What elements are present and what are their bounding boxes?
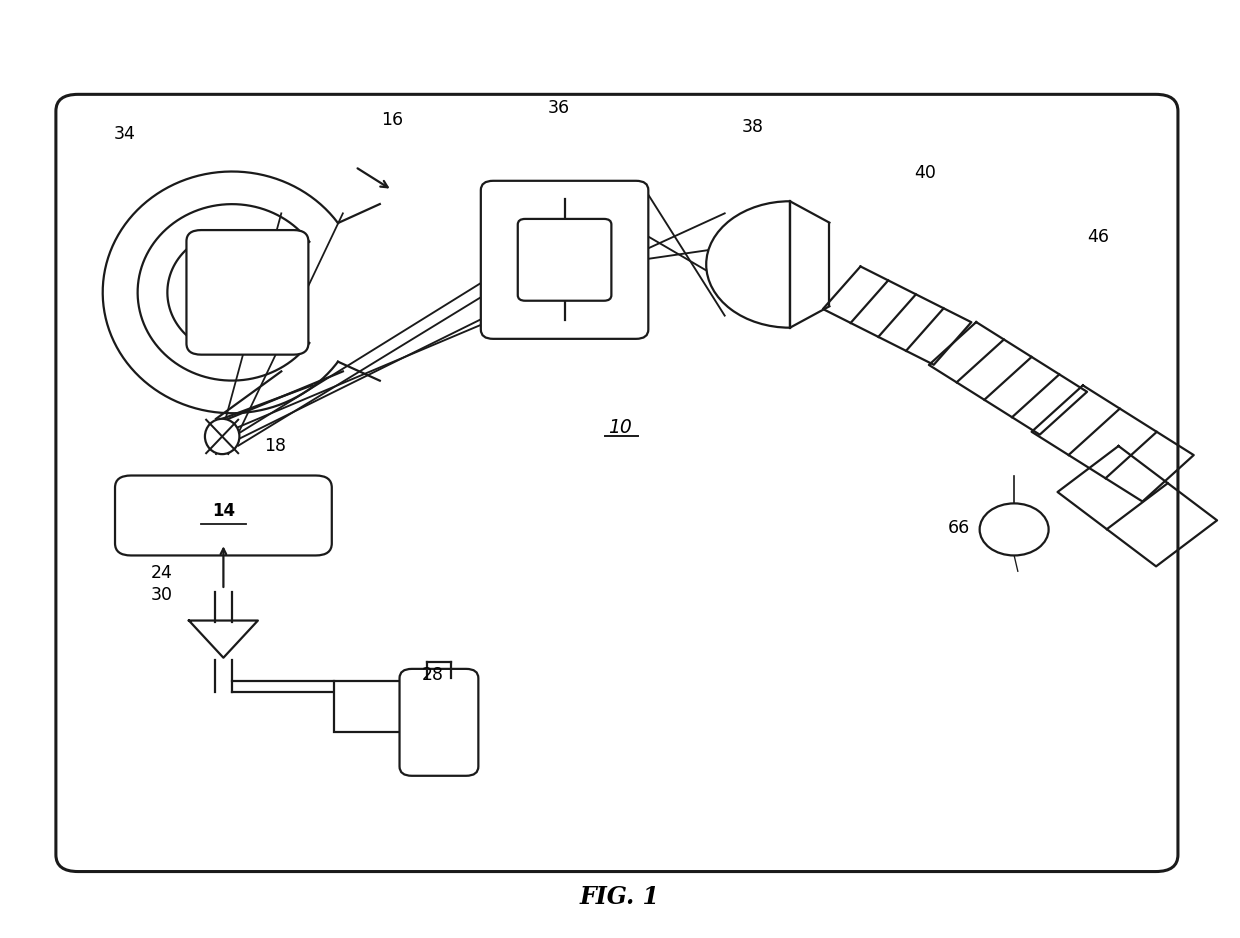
Bar	[335, 681, 414, 732]
Text: FIG. 1: FIG. 1	[580, 885, 660, 909]
Text: 30: 30	[151, 585, 172, 603]
Wedge shape	[707, 202, 790, 327]
FancyBboxPatch shape	[115, 476, 332, 555]
FancyBboxPatch shape	[56, 95, 1178, 871]
Ellipse shape	[205, 418, 239, 454]
FancyBboxPatch shape	[399, 669, 479, 776]
Text: 18: 18	[264, 437, 286, 455]
FancyBboxPatch shape	[481, 181, 649, 339]
Text: 34: 34	[114, 126, 136, 144]
Text: 16: 16	[381, 112, 403, 129]
Text: 40: 40	[915, 164, 936, 182]
Circle shape	[980, 504, 1049, 555]
FancyBboxPatch shape	[186, 230, 309, 355]
Text: 66: 66	[947, 519, 970, 537]
Text: 36: 36	[547, 99, 569, 117]
Text: 38: 38	[742, 118, 764, 136]
Text: 14: 14	[212, 502, 234, 520]
Text: 46: 46	[1087, 228, 1109, 246]
Text: 24: 24	[151, 564, 172, 582]
Text: 28: 28	[422, 666, 444, 685]
FancyBboxPatch shape	[518, 219, 611, 301]
Text: 10: 10	[608, 417, 632, 437]
